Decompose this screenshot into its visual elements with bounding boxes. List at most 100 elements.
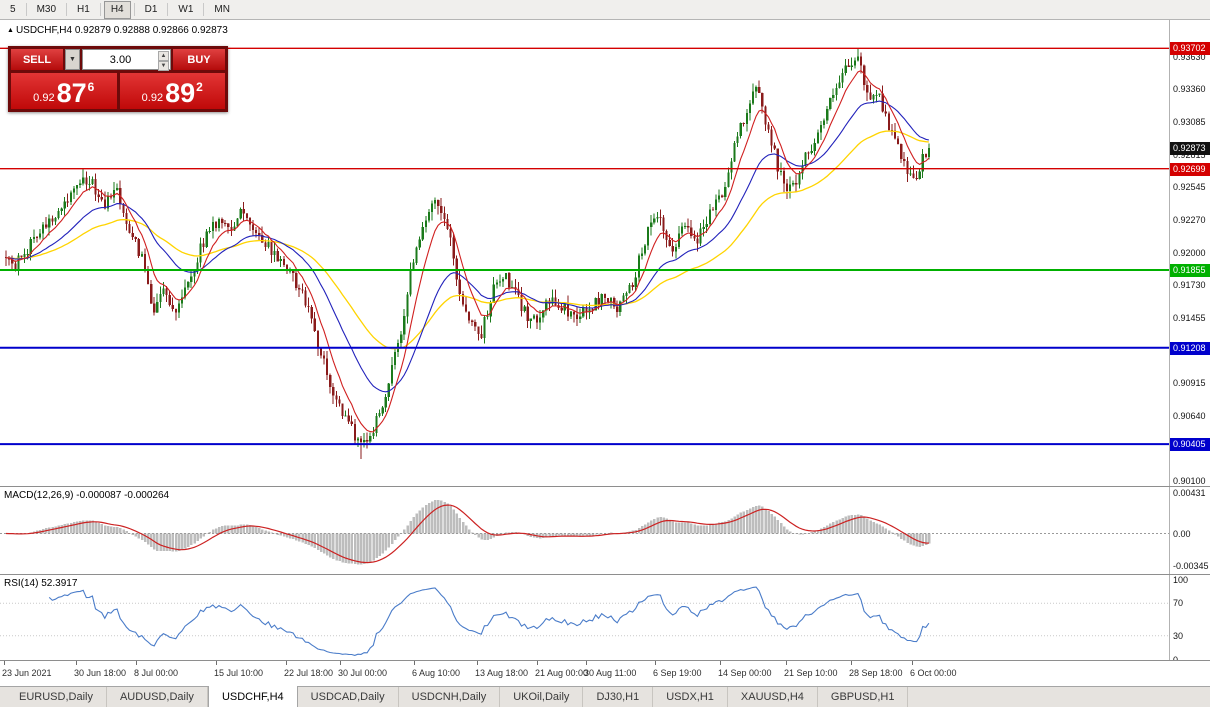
volume-decrease-button[interactable]: ▼ <box>158 61 169 71</box>
rsi-chart[interactable] <box>0 575 1169 660</box>
time-axis-tick <box>851 661 852 665</box>
buy-price-superscript: 2 <box>196 80 203 94</box>
time-axis-label: 30 Jun 18:00 <box>74 668 127 678</box>
timeframe-button-H1[interactable]: H1 <box>77 3 90 15</box>
price-axis-label: 0.93630 <box>1173 52 1206 62</box>
price-axis-label: 0.93085 <box>1173 117 1206 127</box>
rsi-axis-label: 70 <box>1173 598 1184 608</box>
sell-button[interactable]: SELL <box>11 49 63 70</box>
time-axis-tick <box>537 661 538 665</box>
sell-price-big: 87 <box>56 78 87 108</box>
time-axis-tick <box>720 661 721 665</box>
time-axis-label: 14 Sep 00:00 <box>718 668 772 678</box>
timeframe-button-MN[interactable]: MN <box>214 3 230 15</box>
buy-price-display[interactable]: 0.92 89 2 <box>119 73 225 109</box>
time-axis-label: 21 Sep 10:00 <box>784 668 838 678</box>
macd-axis[interactable]: 0.00431 0.00 -0.00345 <box>1169 487 1210 574</box>
candles-layer <box>5 48 931 460</box>
rsi-indicator-pane: RSI(14) 52.3917 10070300 <box>0 574 1210 665</box>
toolbar-separator <box>203 3 205 16</box>
price-tag-green: 0.91855 <box>1170 264 1210 277</box>
rsi-line <box>48 586 930 656</box>
main-chart-pane: ▲ USDCHF,H4 0.92879 0.92888 0.92866 0.928… <box>0 20 1210 486</box>
time-axis-label: 8 Jul 00:00 <box>134 668 179 678</box>
timeframe-button-H4[interactable]: H4 <box>103 0 131 19</box>
chart-tab-usdx-h1[interactable]: USDX,H1 <box>653 687 728 707</box>
buy-price-prefix: 0.92 <box>141 92 164 104</box>
price-tag-blue-upper: 0.91208 <box>1170 342 1210 355</box>
time-axis-tick <box>477 661 478 665</box>
rsi-axis[interactable]: 10070300 <box>1169 575 1210 665</box>
buy-price-big: 89 <box>165 78 196 108</box>
price-axis-label: 0.93360 <box>1173 84 1206 94</box>
price-axis-label: 0.90100 <box>1173 476 1206 486</box>
volume-input[interactable] <box>83 50 170 69</box>
chart-tab-ukoil-daily[interactable]: UKOil,Daily <box>500 687 584 707</box>
chart-tab-gbpusd-h1[interactable]: GBPUSD,H1 <box>817 687 909 707</box>
time-axis-label: 6 Sep 19:00 <box>653 668 702 678</box>
volume-dropdown-button[interactable]: ▼ <box>65 49 80 70</box>
chart-marker-icon: ▲ <box>7 27 14 34</box>
price-axis-label: 0.91455 <box>1173 313 1206 323</box>
chevron-down-icon: ▼ <box>69 56 76 63</box>
time-axis-tick <box>586 661 587 665</box>
price-axis-label: 0.92815 <box>1173 150 1206 160</box>
rsi-axis-label: 100 <box>1173 575 1189 585</box>
price-tag-blue-lower: 0.90405 <box>1170 438 1210 451</box>
time-axis[interactable]: 23 Jun 2021 30 Jun 18:00 8 Jul 00:00 15 Jul… <box>0 660 1210 686</box>
toolbar-separator <box>66 3 68 16</box>
volume-increase-button[interactable]: ▲ <box>158 51 169 61</box>
timeframe-bar: 5 M30 H1 H4 D1 W1 MN <box>0 0 1210 20</box>
chart-tab-audusd-daily[interactable]: AUDUSD,Daily <box>106 687 208 707</box>
time-axis-tick <box>655 661 656 665</box>
chart-tab-dj30-h1[interactable]: DJ30,H1 <box>583 687 654 707</box>
time-axis-label: 6 Aug 10:00 <box>412 668 461 678</box>
toolbar-separator <box>25 3 27 16</box>
time-axis-tick <box>414 661 415 665</box>
chart-tab-usdcnh-daily[interactable]: USDCNH,Daily <box>398 687 501 707</box>
price-axis-label: 0.92000 <box>1173 248 1206 258</box>
buy-button[interactable]: BUY <box>173 49 225 70</box>
time-axis-label: 21 Aug 00:00 <box>535 668 589 678</box>
time-axis-label: 30 Aug 11:00 <box>584 668 637 678</box>
chart-tabs-bar: EURUSD,Daily AUDUSD,Daily USDCHF,H4 USDCAD,… <box>0 686 1210 707</box>
macd-axis-label: -0.00345 <box>1173 561 1209 571</box>
chart-tab-xauusd-h4[interactable]: XAUUSD,H4 <box>727 687 818 707</box>
time-axis-label: 28 Sep 18:00 <box>849 668 903 678</box>
sell-price-display[interactable]: 0.92 87 6 <box>11 73 117 109</box>
time-axis-label: 23 Jun 2021 <box>2 668 52 678</box>
macd-axis-label: 0.00431 <box>1173 488 1206 498</box>
chart-tab-eurusd-daily[interactable]: EURUSD,Daily <box>6 687 107 707</box>
time-axis-tick <box>216 661 217 665</box>
rsi-label: RSI(14) 52.3917 <box>4 578 78 589</box>
timeframe-button-M30[interactable]: M30 <box>36 3 57 15</box>
sell-price-prefix: 0.92 <box>33 92 55 104</box>
price-axis-label: 0.92545 <box>1173 182 1206 192</box>
timeframe-button-D1[interactable]: D1 <box>144 3 158 15</box>
time-axis-tick <box>136 661 137 665</box>
time-axis-label: 22 Jul 18:00 <box>284 668 334 678</box>
timeframe-button-W1[interactable]: W1 <box>178 3 194 15</box>
macd-chart[interactable] <box>0 487 1169 574</box>
macd-axis-label: 0.00 <box>1173 529 1191 539</box>
toolbar-separator <box>167 3 169 16</box>
chart-tab-usdchf-h4[interactable]: USDCHF,H4 <box>207 686 298 707</box>
chart-title: ▲ USDCHF,H4 0.92879 0.92888 0.92866 0.928… <box>7 25 228 36</box>
time-axis-label: 30 Jul 00:00 <box>338 668 388 678</box>
time-axis-tick <box>340 661 341 665</box>
time-axis-label: 15 Jul 10:00 <box>214 668 264 678</box>
ma-slow-yellow-line <box>5 130 929 350</box>
ma-fast-red-line <box>5 69 930 433</box>
rsi-axis-label: 30 <box>1173 631 1184 641</box>
price-axis-label: 0.90640 <box>1173 411 1206 421</box>
timeframe-button-5[interactable]: 5 <box>10 3 16 15</box>
macd-indicator-pane: MACD(12,26,9) -0.000087 -0.000264 0.0043… <box>0 486 1210 574</box>
price-tag-current: 0.92873 <box>1170 142 1210 155</box>
toolbar-separator <box>133 3 135 16</box>
price-axis-label: 0.92270 <box>1173 215 1206 225</box>
price-axis[interactable]: 0.93630 0.93360 0.93085 0.92815 0.92545 0.922… <box>1169 20 1210 486</box>
time-axis-label: 6 Oct 00:00 <box>910 668 957 678</box>
candlestick-chart[interactable] <box>0 20 1169 486</box>
chart-tab-usdcad-daily[interactable]: USDCAD,Daily <box>297 687 399 707</box>
